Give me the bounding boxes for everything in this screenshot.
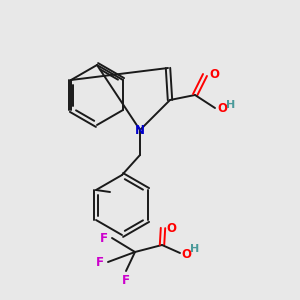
Text: F: F — [122, 274, 130, 286]
Text: O: O — [166, 221, 176, 235]
Text: F: F — [100, 232, 108, 244]
Text: N: N — [135, 124, 145, 136]
Text: O: O — [181, 248, 191, 260]
Text: O: O — [217, 101, 227, 115]
Text: O: O — [209, 68, 219, 82]
Text: F: F — [96, 256, 104, 268]
Text: H: H — [226, 100, 235, 110]
Text: H: H — [190, 244, 199, 254]
